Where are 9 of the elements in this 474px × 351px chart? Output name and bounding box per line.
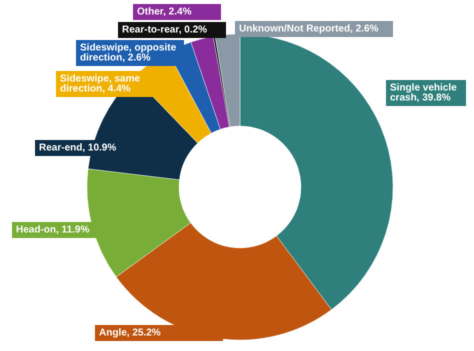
slice-label: Sideswipe, opposite direction, 2.6% (80, 42, 179, 64)
slice-label: Rear-to-rear, 0.2% (122, 24, 208, 36)
slice-label: Rear-end, 10.9% (39, 142, 116, 154)
slice-label: Single vehicle crash, 39.8% (390, 82, 460, 104)
slice-label: Other, 2.4% (137, 6, 192, 18)
slice-label: Unknown/Not Reported, 2.6% (239, 24, 379, 34)
slice-label: Sideswipe, same direction, 4.4% (60, 74, 143, 94)
slice-label: Head-on, 11.9% (16, 224, 90, 236)
slice-label: Angle, 25.2% (99, 328, 161, 338)
